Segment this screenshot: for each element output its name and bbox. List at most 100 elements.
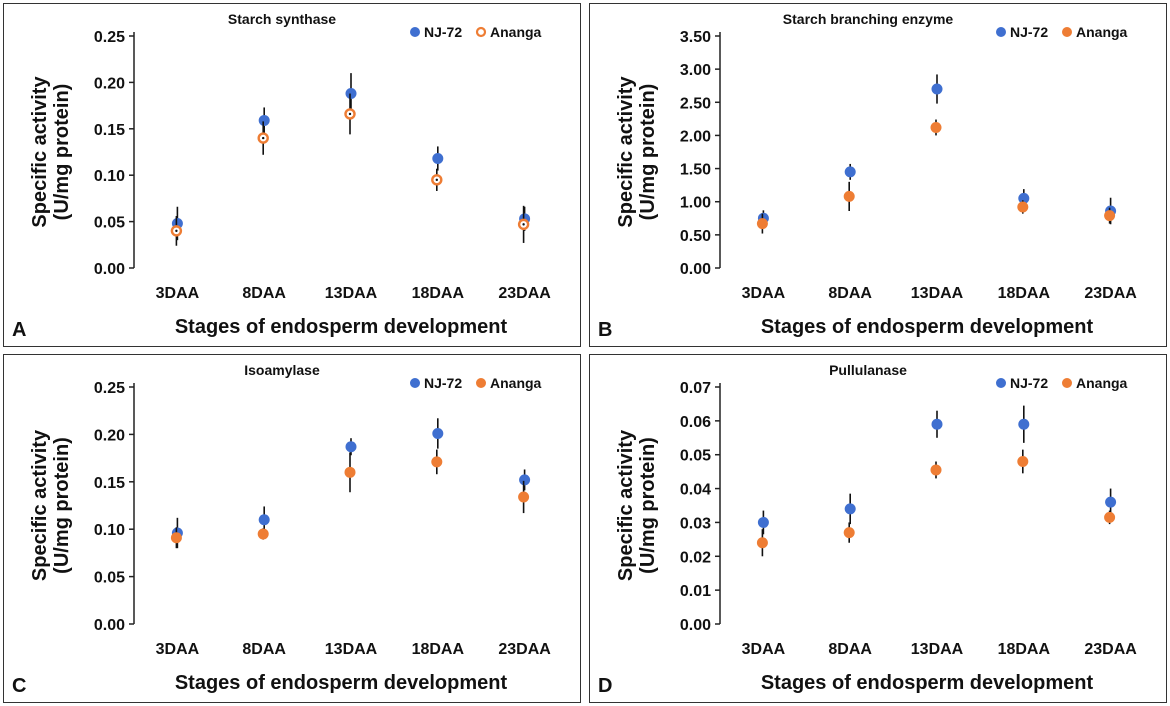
- y-tick-label: 0.00: [94, 617, 125, 634]
- data-point-ananga: [756, 218, 768, 230]
- data-point-ananga: [843, 190, 855, 202]
- y-tick-label: 0.07: [680, 380, 711, 397]
- legend: NJ-72 Ananga: [996, 375, 1128, 391]
- data-point-nj72: [844, 503, 856, 515]
- x-tick-label: 13DAA: [911, 285, 964, 302]
- x-axis-label: Stages of endosperm development: [761, 316, 1094, 338]
- y-tick-label: 0.00: [680, 261, 711, 278]
- legend-label-ananga: Ananga: [490, 375, 542, 391]
- data-point-ananga: [843, 527, 855, 539]
- chart-panel-a: Starch synthase 0.00 0.05 0.10 0.15 0.20 0.25 S…: [3, 3, 581, 347]
- data-point-nj72: [844, 166, 856, 178]
- y-tick-label: 0.50: [680, 228, 711, 245]
- y-tick-label: 0.03: [680, 515, 711, 532]
- y-tick-label: 0.05: [94, 570, 125, 587]
- x-tick-label: 23DAA: [1084, 285, 1137, 302]
- y-axis-label: (U/mg protein): [637, 84, 659, 221]
- y-tick-label: 0.15: [94, 475, 125, 492]
- y-axis-label: (U/mg protein): [51, 437, 73, 574]
- y-tick-label: 0.15: [94, 122, 125, 139]
- legend-marker-ananga: [476, 378, 486, 388]
- x-tick-label: 8DAA: [828, 641, 872, 658]
- legend-label-nj72: NJ-72: [424, 24, 462, 40]
- legend-marker-ananga: [475, 26, 487, 38]
- data-point-ananga: [431, 456, 443, 468]
- data-point-center: [348, 112, 352, 116]
- x-tick-label: 3DAA: [156, 641, 200, 658]
- y-tick-label: 0.00: [94, 261, 125, 278]
- data-point-ananga: [257, 528, 269, 540]
- y-tick-label: 1.00: [680, 195, 711, 212]
- y-tick-label: 0.20: [94, 75, 125, 92]
- data-point-nj72: [345, 441, 357, 453]
- y-axis-label: Specific activity: [615, 76, 637, 228]
- data-point-nj72: [519, 474, 531, 486]
- x-tick-label: 13DAA: [911, 641, 964, 658]
- data-point-ananga: [1017, 201, 1029, 213]
- data-point-nj72: [345, 88, 357, 100]
- x-tick-label: 3DAA: [156, 285, 200, 302]
- y-axis-label: Specific activity: [29, 76, 51, 228]
- panel-letter: A: [12, 319, 26, 341]
- data-point-center: [262, 136, 265, 140]
- data-point-nj72: [432, 427, 444, 439]
- legend: NJ-72 Ananga: [410, 24, 542, 40]
- y-tick-label: 0.04: [680, 482, 711, 499]
- x-axis-label: Stages of endosperm development: [175, 672, 508, 694]
- data-point-nj72: [258, 114, 270, 126]
- y-tick-label: 0.20: [94, 427, 125, 444]
- y-axis-label: Specific activity: [615, 429, 637, 581]
- y-tick-label: 3.00: [680, 62, 711, 79]
- chart-svg: Isoamylase 0.00 0.05 0.10 0.15 0.20 0.25 Specif…: [12, 362, 551, 697]
- x-tick-label: 13DAA: [325, 285, 378, 302]
- legend-marker-ananga: [1062, 378, 1072, 388]
- data-point-center: [435, 178, 438, 182]
- x-tick-label: 23DAA: [1084, 641, 1137, 658]
- y-tick-label: 0.06: [680, 414, 711, 431]
- chart-title: Pullulanase: [829, 362, 907, 378]
- y-tick-label: 0.25: [94, 29, 125, 46]
- x-tick-label: 8DAA: [242, 285, 286, 302]
- x-tick-label: 13DAA: [325, 641, 378, 658]
- y-tick-label: 2.50: [680, 95, 711, 112]
- x-tick-label: 18DAA: [998, 285, 1051, 302]
- y-axis-label: Specific activity: [29, 429, 51, 581]
- y-tick-label: 0.00: [680, 617, 711, 634]
- data-point-ananga: [518, 491, 530, 503]
- legend-label-ananga: Ananga: [1076, 375, 1128, 391]
- data-point-nj72: [931, 418, 943, 430]
- x-tick-label: 8DAA: [828, 285, 872, 302]
- data-point-ananga: [756, 537, 768, 549]
- chart-svg: Starch synthase 0.00 0.05 0.10 0.15 0.20 0.25 S…: [12, 11, 551, 341]
- legend-label-ananga: Ananga: [490, 24, 542, 40]
- chart-svg: Pullulanase 0.00 0.01 0.02 0.03 0.04 0.05 0.06 0…: [598, 362, 1137, 697]
- y-tick-label: 2.00: [680, 128, 711, 145]
- legend-label-nj72: NJ-72: [1010, 24, 1048, 40]
- data-point-nj72: [258, 514, 270, 526]
- chart-panel-d: Pullulanase 0.00 0.01 0.02 0.03 0.04 0.05 0.06 0…: [589, 354, 1167, 703]
- data-point-ananga: [1104, 210, 1116, 222]
- legend-marker-ananga: [1062, 27, 1072, 37]
- x-tick-label: 18DAA: [412, 285, 465, 302]
- legend-marker-nj72: [410, 378, 420, 388]
- y-tick-label: 3.50: [680, 29, 711, 46]
- chart-title: Starch synthase: [228, 11, 336, 27]
- y-tick-label: 0.05: [94, 215, 125, 232]
- data-point-center: [522, 223, 525, 226]
- data-point-ananga: [1017, 455, 1029, 467]
- y-tick-label: 0.25: [94, 380, 125, 397]
- legend: NJ-72 Ananga: [996, 24, 1128, 40]
- legend-label-ananga: Ananga: [1076, 24, 1128, 40]
- y-tick-label: 0.10: [94, 522, 125, 539]
- data-point-ananga: [930, 464, 942, 476]
- legend-marker-nj72: [996, 27, 1006, 37]
- chart-title: Isoamylase: [244, 362, 320, 378]
- legend-label-nj72: NJ-72: [424, 375, 462, 391]
- x-axis-label: Stages of endosperm development: [761, 672, 1094, 694]
- legend-label-nj72: NJ-72: [1010, 375, 1048, 391]
- panel-letter: B: [598, 319, 612, 341]
- legend-marker-nj72: [410, 27, 420, 37]
- panel-letter: C: [12, 675, 26, 697]
- y-tick-label: 0.05: [680, 448, 711, 465]
- y-tick-label: 0.10: [94, 168, 125, 185]
